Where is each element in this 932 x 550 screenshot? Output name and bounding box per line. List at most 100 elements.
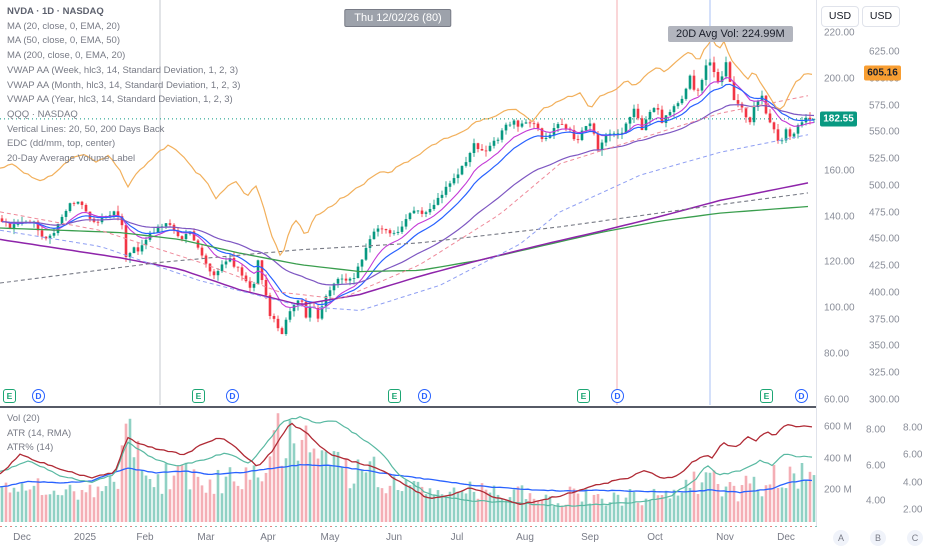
vwap-band-blue <box>0 134 809 312</box>
main-chart-pane[interactable] <box>0 0 816 407</box>
legend-vwap-month[interactable]: VWAP AA (Month, hlc3, 14, Standard Devia… <box>7 79 241 91</box>
qqq-price-tick: 575.00 <box>869 100 900 112</box>
edc-date-badge: Thu 12/02/26 (80) <box>344 9 452 27</box>
time-label-mar[interactable]: Mar <box>197 532 215 543</box>
qqq-price-tick: 625.00 <box>869 46 900 58</box>
ma-line-10 <box>1 76 815 310</box>
atr-pct-tick: 4.00 <box>903 477 923 489</box>
currency-button-nvda[interactable]: USD <box>821 6 859 27</box>
qqq-price-tick: 550.00 <box>869 126 900 138</box>
nvda-price-tick: 200.00 <box>824 73 855 85</box>
dividend-badge[interactable]: D <box>611 389 624 403</box>
nvda-price-tick: 140.00 <box>824 211 855 222</box>
time-label-dec[interactable]: Dec <box>777 532 795 543</box>
qqq-price-tick: 400.00 <box>869 287 900 299</box>
avg-volume-badge: 20D Avg Vol: 224.99M <box>668 26 793 42</box>
qqq-price-tick: 350.00 <box>869 340 900 352</box>
corner-button-a[interactable]: A <box>833 530 849 546</box>
atr-pct-tick: 8.00 <box>903 422 923 434</box>
dividend-badge[interactable]: D <box>226 389 239 403</box>
legend-avg-volume-label[interactable]: 20-Day Average Volume Label <box>7 153 136 165</box>
axis-separator <box>816 0 817 527</box>
legend-vertical-lines[interactable]: Vertical Lines: 20, 50, 200 Days Back <box>7 123 165 135</box>
pane-separator[interactable] <box>0 406 816 408</box>
nvda-price-tick: 220.00 <box>824 27 855 39</box>
price-chart-canvas[interactable] <box>0 0 816 407</box>
symbol-title[interactable]: NVDA · 1D · NASDAQ <box>7 6 104 17</box>
time-label-may[interactable]: May <box>320 532 340 543</box>
nvda-price-tick: 120.00 <box>824 256 855 268</box>
legend-qqq-compare[interactable]: QQQ · NASDAQ <box>7 108 78 120</box>
legend-atr[interactable]: ATR (14, RMA) <box>7 427 72 439</box>
legend-ma20[interactable]: MA (20, close, 0, EMA, 20) <box>7 20 120 32</box>
qqq-price-tick: 525.00 <box>869 153 900 165</box>
atr-tick: 4.00 <box>866 495 886 507</box>
legend-vwap-year[interactable]: VWAP AA (Year, hlc3, 14, Standard Deviat… <box>7 94 233 106</box>
legend-vol[interactable]: Vol (20) <box>7 413 40 424</box>
qqq-price-tick: 375.00 <box>869 314 900 326</box>
nvda-price-tick: 80.00 <box>824 348 850 360</box>
main-legend: NVDA · 1D · NASDAQ MA (20, close, 0, EMA… <box>7 5 240 167</box>
volume-tick: 600 M <box>824 421 852 433</box>
time-label-nov[interactable]: Nov <box>716 532 734 543</box>
nvda-last-price-badge: 182.55 <box>820 111 857 127</box>
nvda-price-tick: 100.00 <box>824 302 855 314</box>
dividend-badge[interactable]: D <box>795 389 808 403</box>
time-label-oct[interactable]: Oct <box>647 532 663 543</box>
bottom-legend: Vol (20) ATR (14, RMA) ATR% (14) <box>7 412 71 456</box>
vwap-band-pink <box>0 95 809 300</box>
qqq-price-tick: 325.00 <box>869 367 900 379</box>
ma-line-16 <box>1 83 815 306</box>
legend-edc[interactable]: EDC (dd/mm, top, center) <box>7 138 116 150</box>
qqq-compare-line <box>0 37 813 257</box>
time-label-aug[interactable]: Aug <box>516 532 534 543</box>
atr-pct-line <box>0 416 813 508</box>
legend-vwap-week[interactable]: VWAP AA (Week, hlc3, 14, Standard Deviat… <box>7 64 239 76</box>
time-axis[interactable]: Dec 2025 Feb Mar Apr May Jun Jul Aug Sep Oct Nov Dec… <box>0 527 932 550</box>
volume-atr-pane[interactable] <box>0 407 816 526</box>
nvda-price-tick: 160.00 <box>824 165 855 177</box>
currency-button-qqq[interactable]: USD <box>862 6 900 27</box>
time-label-jul[interactable]: Jul <box>450 532 464 543</box>
time-label-dec[interactable]: Dec <box>13 532 31 543</box>
vwap-year-line <box>0 182 809 305</box>
vwap-band-gray <box>0 192 809 284</box>
qqq-price-tick: 450.00 <box>869 233 900 245</box>
qqq-last-price-badge: 605.16 <box>864 65 901 81</box>
time-label-sep[interactable]: Sep <box>581 532 599 543</box>
earnings-badge[interactable]: E <box>388 389 401 403</box>
legend-atr-pct[interactable]: ATR% (14) <box>7 442 54 454</box>
atr-tick: 8.00 <box>866 424 886 436</box>
earnings-badge[interactable]: E <box>760 389 773 403</box>
time-label-apr[interactable]: Apr <box>260 532 276 543</box>
price-axis[interactable]: USD USD 220.00 200.00 160.00 140.00 120.00 10… <box>817 0 932 527</box>
atr-pct-tick: 2.00 <box>903 504 923 516</box>
time-axis-separator <box>0 526 932 527</box>
legend-ma200[interactable]: MA (200, close, 0, EMA, 20) <box>7 50 126 62</box>
qqq-price-tick: 475.00 <box>869 207 900 219</box>
nvda-price-tick: 60.00 <box>824 394 850 406</box>
qqq-price-tick: 300.00 <box>869 394 900 406</box>
time-label-feb[interactable]: Feb <box>136 532 154 543</box>
qqq-price-tick: 500.00 <box>869 180 900 192</box>
time-label-jun[interactable]: Jun <box>385 532 403 543</box>
dividend-badge[interactable]: D <box>418 389 431 403</box>
earnings-badge[interactable]: E <box>577 389 590 403</box>
volume-tick: 400 M <box>824 453 852 464</box>
volume-atr-canvas[interactable] <box>0 407 816 526</box>
ma-line-40 <box>1 104 815 286</box>
atr-pct-tick: 6.00 <box>903 449 923 461</box>
atr-tick: 6.00 <box>866 460 886 471</box>
earnings-badge[interactable]: E <box>192 389 205 403</box>
atr-line <box>0 422 813 505</box>
qqq-price-tick: 425.00 <box>869 260 900 272</box>
corner-button-b[interactable]: B <box>870 530 886 546</box>
corner-button-c[interactable]: C <box>907 530 923 546</box>
dividend-badge[interactable]: D <box>32 389 45 403</box>
ma200-line <box>0 205 809 273</box>
time-label-2025[interactable]: 2025 <box>73 532 97 543</box>
volume-tick: 200 M <box>824 484 852 496</box>
legend-ma50[interactable]: MA (50, close, 0, EMA, 50) <box>7 35 120 47</box>
earnings-badge[interactable]: E <box>3 389 16 403</box>
